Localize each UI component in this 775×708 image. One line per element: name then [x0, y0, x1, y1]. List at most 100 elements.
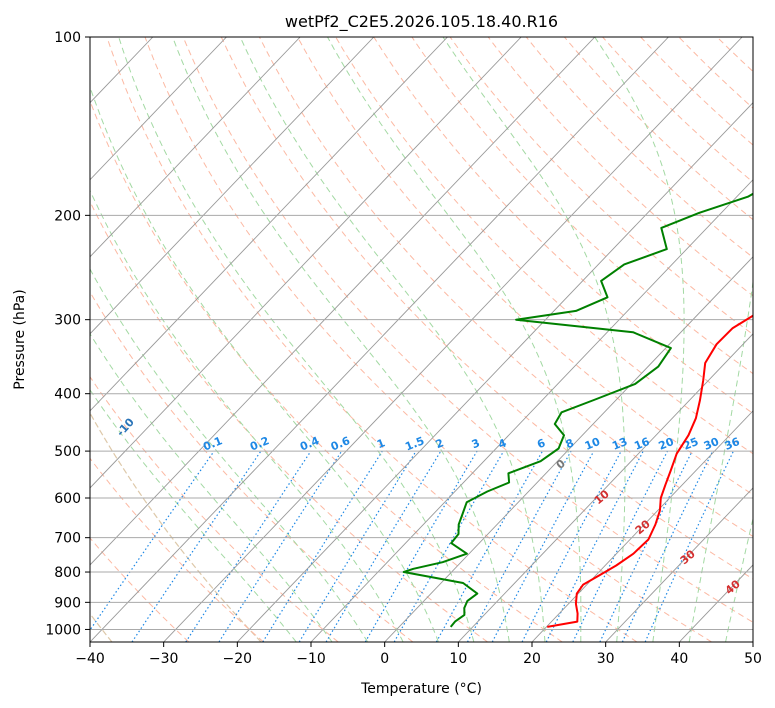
x-axis-ticks: −40 −30 −20 −10 0 10 20 30 40 50 — [75, 642, 762, 667]
dry-adiabat-label: -10 — [114, 415, 137, 439]
x-tick-label: 20 — [523, 651, 541, 667]
y-tick-label: 200 — [54, 208, 81, 224]
mixing-ratio-label: 30 — [702, 435, 721, 453]
dry-adiabat — [90, 291, 414, 642]
moist-adiabat — [118, 37, 475, 642]
mixing-ratio-label: 36 — [723, 435, 742, 453]
isotherm — [90, 37, 669, 642]
moist-adiabat — [688, 278, 753, 642]
mixing-ratio-line — [435, 450, 544, 642]
y-tick-label: 800 — [54, 565, 81, 581]
moist-adiabat — [239, 37, 546, 642]
isotherm — [384, 256, 753, 642]
x-tick-label: −40 — [75, 651, 105, 667]
x-tick-label: 50 — [744, 651, 762, 667]
y-tick-label: 1000 — [45, 622, 81, 638]
dry-adiabats — [90, 37, 775, 642]
y-axis-ticks: 1000 900 800 700 600 500 400 300 200 100 — [45, 30, 90, 638]
isotherm — [458, 333, 753, 642]
x-tick-label: 40 — [670, 651, 688, 667]
moist-adiabat — [90, 388, 297, 642]
moist-adiabat-label: 30 — [678, 547, 698, 567]
isotherm — [531, 410, 753, 642]
dry-adiabat — [90, 375, 339, 642]
mixing-ratio-line — [572, 450, 669, 642]
dry-adiabat — [449, 37, 753, 335]
isotherm — [679, 564, 753, 642]
y-tick-label: 400 — [54, 387, 81, 403]
mixing-ratio-label: 10 — [583, 435, 602, 453]
dry-adiabat — [220, 37, 753, 580]
isotherm — [90, 37, 596, 566]
y-tick-label: 700 — [54, 531, 81, 547]
isotherm — [90, 37, 227, 181]
stability-curves — [90, 411, 262, 642]
dry-adiabat — [297, 37, 753, 496]
dry-adiabat — [90, 537, 190, 642]
dry-adiabat — [716, 37, 753, 73]
x-tick-label: −30 — [149, 651, 179, 667]
dry-adiabat — [258, 37, 753, 538]
plot-frame — [89, 36, 754, 643]
isotherms — [90, 37, 753, 642]
moist-adiabat — [90, 85, 439, 642]
isotherm — [90, 37, 448, 412]
isotherm — [90, 37, 301, 258]
moist-adiabat-label: 10 — [592, 487, 612, 507]
dry-adiabat — [335, 37, 753, 455]
dewpoint-line — [402, 192, 753, 628]
isotherm — [310, 179, 753, 642]
dry-adiabat — [602, 37, 753, 183]
mixing-ratio-line — [218, 450, 343, 642]
dry-adiabat — [373, 37, 753, 414]
y-tick-label: 100 — [54, 30, 81, 46]
dry-adiabat — [144, 37, 712, 642]
mixing-ratio-line — [364, 450, 478, 642]
x-tick-label: −20 — [223, 651, 253, 667]
mixing-ratio-label: 25 — [681, 435, 700, 453]
moist-adiabat — [90, 189, 404, 642]
moist-adiabats — [90, 37, 753, 642]
mixing-ratio-label: 8 — [564, 436, 576, 451]
temperature-line — [547, 314, 753, 628]
mixing-ratio-label: 16 — [632, 435, 651, 453]
plot-area: -100-90-80-70-60-50-40-30-20-100.10.20.4… — [29, 37, 775, 642]
mixing-ratio-line — [644, 450, 734, 642]
mixing-ratio-line — [393, 450, 505, 642]
moist-adiabat — [90, 268, 369, 642]
y-tick-label: 600 — [54, 491, 81, 507]
mixing-ratio-label: 3 — [470, 436, 482, 451]
mixing-ratio-label: 4 — [496, 436, 508, 451]
moist-adiabat — [594, 37, 685, 642]
moist-adiabat — [442, 37, 626, 642]
dry-adiabat — [182, 37, 753, 623]
stability-curve — [90, 411, 262, 642]
mixing-ratio-line — [185, 450, 312, 642]
x-tick-label: 30 — [597, 651, 615, 667]
dry-adiabat-label: -20 — [29, 377, 52, 401]
moist-adiabat — [90, 332, 333, 642]
y-tick-label: 900 — [54, 595, 81, 611]
dry-adiabat — [564, 37, 753, 221]
dry-adiabat — [755, 37, 775, 642]
isotherm — [90, 37, 522, 489]
mixing-ratio-line — [298, 450, 417, 642]
mixing-ratio-label: 20 — [657, 435, 676, 453]
sounding-series — [402, 192, 753, 628]
mixing-ratio-label: 2 — [434, 436, 446, 451]
y-axis-label: Pressure (hPa) — [12, 289, 28, 389]
isotherm — [237, 102, 753, 642]
moist-adiabat-label: 0 — [554, 457, 568, 472]
moist-adiabat — [172, 37, 510, 642]
dry-adiabat — [90, 457, 264, 642]
dry-adiabat — [106, 37, 638, 642]
pressure-gridlines — [90, 37, 753, 630]
y-tick-label: 300 — [54, 313, 81, 329]
dry-adiabat — [487, 37, 753, 297]
isotherm — [90, 37, 375, 335]
isotherm — [163, 37, 743, 642]
dry-adiabat — [678, 37, 753, 109]
chart-title: wetPf2_C2E5.2026.105.18.40.R16 — [285, 12, 558, 32]
mixing-ratio-lines — [90, 450, 734, 642]
